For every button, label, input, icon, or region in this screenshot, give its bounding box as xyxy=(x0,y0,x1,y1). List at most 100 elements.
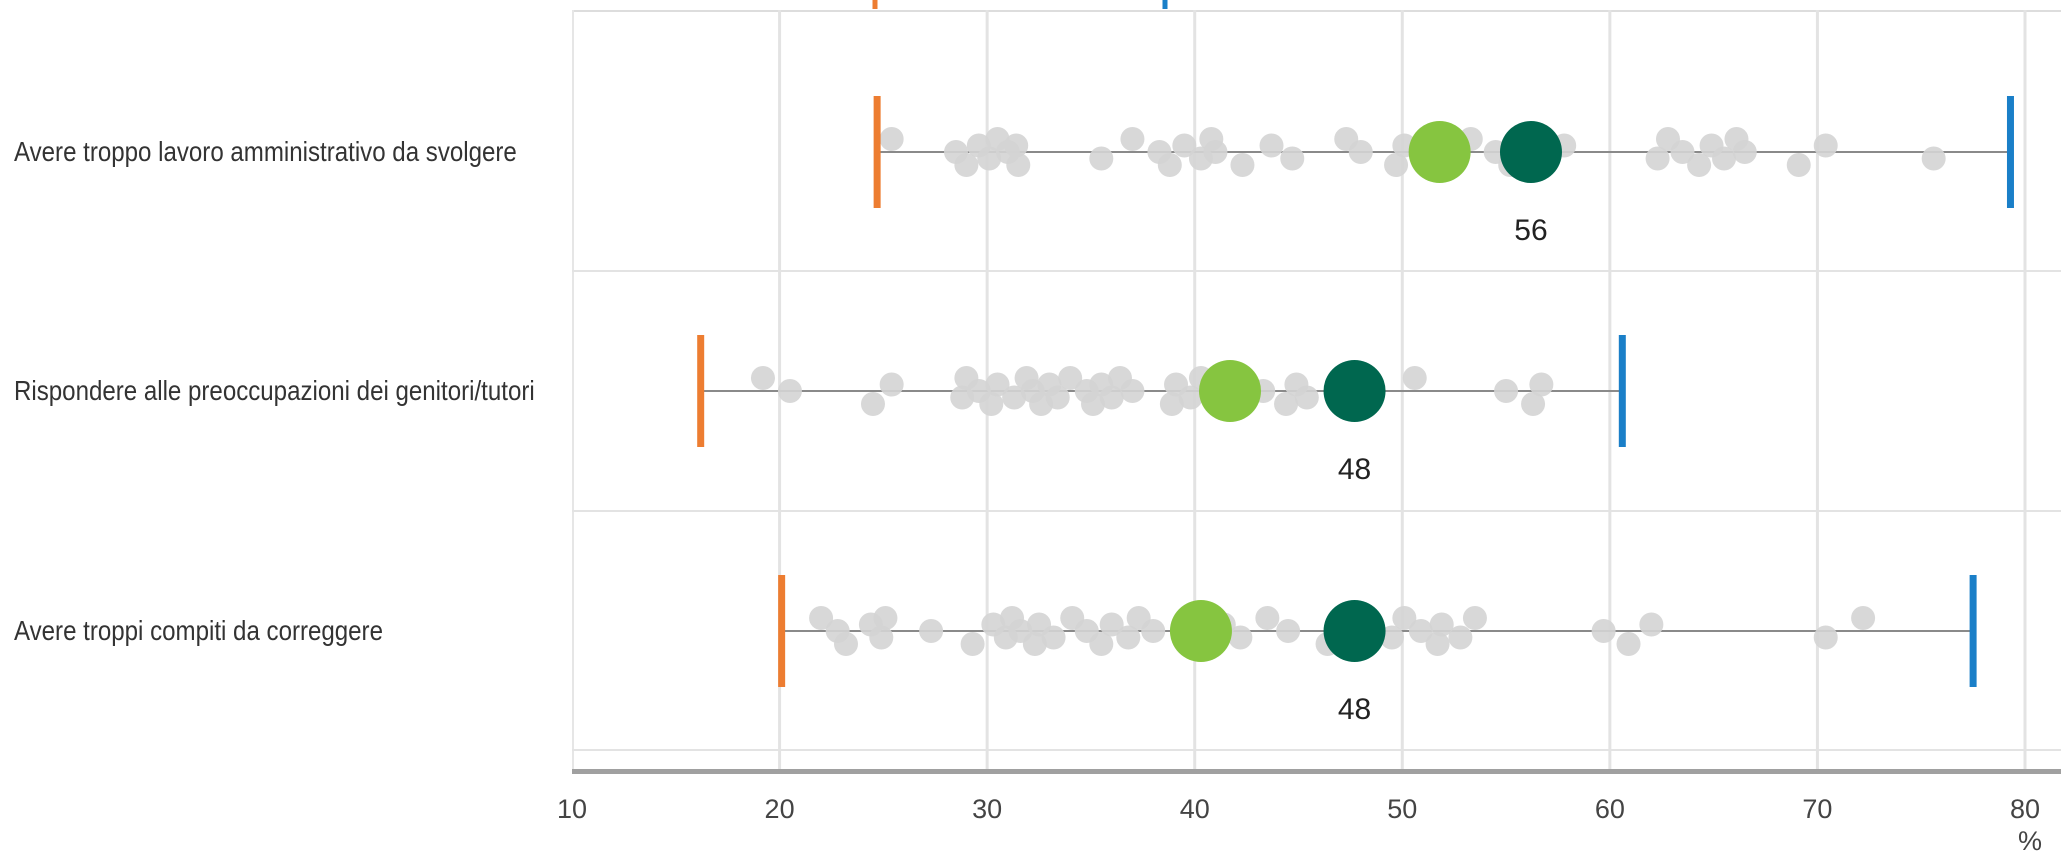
average-value-label: 48 xyxy=(1338,453,1371,486)
country-point xyxy=(1199,360,1262,422)
other-country-point xyxy=(1408,619,1433,643)
x-tick-label: 70 xyxy=(1802,794,1832,824)
other-country-point xyxy=(1348,140,1373,164)
other-country-point xyxy=(1058,366,1083,390)
other-country-point xyxy=(1089,632,1114,656)
x-tick-label: 10 xyxy=(557,794,587,824)
average-point xyxy=(1323,600,1386,662)
other-country-point xyxy=(1521,392,1546,416)
other-country-point xyxy=(1425,632,1450,656)
other-country-point xyxy=(1004,133,1029,158)
other-country-point xyxy=(1786,153,1811,177)
other-country-point xyxy=(1616,632,1641,656)
other-country-point xyxy=(1203,140,1228,164)
other-country-point xyxy=(1041,625,1066,650)
x-tick-label: 60 xyxy=(1595,794,1625,824)
other-country-point xyxy=(1645,146,1670,171)
other-country-point xyxy=(1462,606,1487,630)
row-label: Avere troppi compiti da correggere xyxy=(14,615,383,646)
x-tick-label: 80 xyxy=(2010,794,2040,824)
other-country-point xyxy=(1172,133,1197,158)
x-axis-unit-label: % xyxy=(2018,826,2042,856)
average-point xyxy=(1323,360,1386,422)
other-country-point xyxy=(1276,619,1301,643)
other-country-point xyxy=(1178,385,1203,410)
other-country-point xyxy=(1099,612,1124,637)
other-country-point xyxy=(1006,153,1031,177)
other-country-point xyxy=(750,366,775,390)
other-country-point xyxy=(960,632,985,656)
other-country-point xyxy=(1294,385,1319,410)
other-country-point xyxy=(1116,625,1141,650)
other-country-point xyxy=(977,146,1002,171)
row-group: 56 xyxy=(873,96,2014,247)
min-marker xyxy=(778,575,786,687)
row-label: Avere troppo lavoro amministrativo da sv… xyxy=(14,136,517,167)
other-country-point xyxy=(1392,606,1417,630)
other-country-point xyxy=(1274,392,1299,416)
other-country-point xyxy=(954,153,979,177)
other-country-point xyxy=(1022,632,1047,656)
other-country-point xyxy=(1379,625,1404,650)
other-country-point xyxy=(1429,612,1454,637)
average-value-label: 56 xyxy=(1514,214,1547,247)
other-country-point xyxy=(1529,372,1554,397)
other-country-point xyxy=(1280,146,1305,171)
x-axis-ticks: 10 20 30 40 50 60 70 80 xyxy=(557,794,2040,824)
other-country-point xyxy=(1639,612,1664,637)
other-country-point xyxy=(1141,619,1166,643)
max-marker xyxy=(1969,575,1977,687)
other-country-point xyxy=(1384,153,1409,177)
other-country-point xyxy=(1081,392,1106,416)
other-country-point xyxy=(919,619,944,643)
other-country-point xyxy=(1402,366,1427,390)
max-marker xyxy=(2006,96,2014,208)
other-country-point xyxy=(1448,625,1473,650)
country-point xyxy=(1169,600,1232,662)
other-country-point xyxy=(869,625,894,650)
other-country-point xyxy=(1670,140,1695,164)
x-tick-label: 50 xyxy=(1387,794,1417,824)
other-country-point xyxy=(879,372,904,397)
other-country-point xyxy=(1255,606,1280,630)
other-country-point xyxy=(1157,153,1182,177)
row-group: 48 xyxy=(697,335,1626,486)
plot-frame-left xyxy=(572,10,574,770)
x-tick-label: 30 xyxy=(972,794,1002,824)
max-marker xyxy=(1618,335,1626,447)
row-label: Rispondere alle preoccupazioni dei genit… xyxy=(14,375,535,406)
other-country-point xyxy=(1120,127,1145,151)
other-country-point xyxy=(1230,153,1255,177)
other-country-point xyxy=(979,392,1004,416)
other-country-point xyxy=(1045,385,1070,410)
other-country-point xyxy=(1159,392,1184,416)
other-country-point xyxy=(1120,379,1145,403)
other-country-point xyxy=(1921,146,1946,171)
other-country-point xyxy=(1089,146,1114,171)
x-tick-label: 20 xyxy=(765,794,795,824)
other-country-point xyxy=(1494,379,1519,403)
other-country-point xyxy=(879,127,904,151)
plot-frame-top xyxy=(572,10,2061,12)
rows: 56 48 48 xyxy=(697,96,2014,726)
min-marker xyxy=(873,96,881,208)
min-marker xyxy=(697,335,705,447)
other-country-point xyxy=(1687,153,1712,177)
other-country-point xyxy=(1813,133,1838,158)
country-point xyxy=(1408,121,1471,183)
average-point xyxy=(1499,121,1562,183)
other-country-point xyxy=(1851,606,1876,630)
other-country-point xyxy=(1712,146,1737,171)
other-country-point xyxy=(777,379,802,403)
other-country-point xyxy=(1002,385,1027,410)
other-country-point xyxy=(1732,140,1757,164)
x-axis-line xyxy=(572,769,2061,774)
average-value-label: 48 xyxy=(1338,693,1371,726)
other-country-point xyxy=(985,372,1010,397)
other-country-point xyxy=(1228,625,1253,650)
other-country-point xyxy=(833,632,858,656)
x-tick-label: 40 xyxy=(1180,794,1210,824)
other-country-point xyxy=(1259,133,1284,158)
other-country-point xyxy=(1813,625,1838,650)
